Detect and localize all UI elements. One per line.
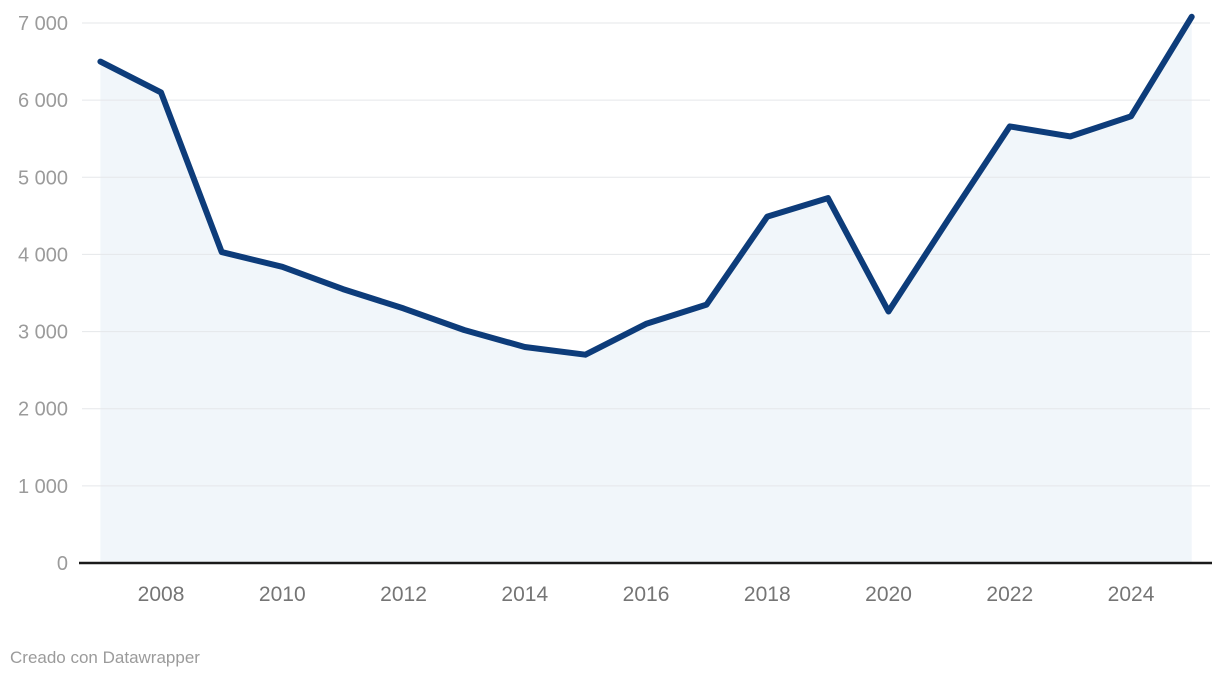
y-tick-label: 2 000 (18, 399, 68, 421)
x-tick-label: 2020 (865, 583, 912, 606)
y-tick-label: 4 000 (18, 244, 68, 266)
credit-text: Creado con Datawrapper (10, 648, 200, 667)
x-tick-label: 2024 (1108, 583, 1155, 606)
x-tick-label: 2016 (623, 583, 670, 606)
line-area-chart: 0 1 000 2 000 3 000 4 000 5 000 6 000 7 000 2008… (18, 13, 1212, 606)
x-tick-label: 2022 (986, 583, 1033, 606)
x-tick-label: 2014 (501, 583, 548, 606)
y-tick-label: 5 000 (18, 167, 68, 189)
data-line (97, 13, 1195, 358)
y-tick-label: 7 000 (18, 13, 68, 35)
x-tick-label: 2010 (259, 583, 306, 606)
x-tick-label: 2012 (380, 583, 427, 606)
x-tick-label: 2008 (138, 583, 185, 606)
area-fill (100, 16, 1192, 564)
chart-canvas: 0 1 000 2 000 3 000 4 000 5 000 6 000 7 000 2008… (18, 13, 1212, 606)
y-tick-label: 6 000 (18, 90, 68, 112)
y-tick-label: 0 (57, 553, 68, 575)
x-tick-label: 2018 (744, 583, 791, 606)
y-tick-label: 1 000 (18, 476, 68, 498)
y-tick-label: 3 000 (18, 322, 68, 344)
